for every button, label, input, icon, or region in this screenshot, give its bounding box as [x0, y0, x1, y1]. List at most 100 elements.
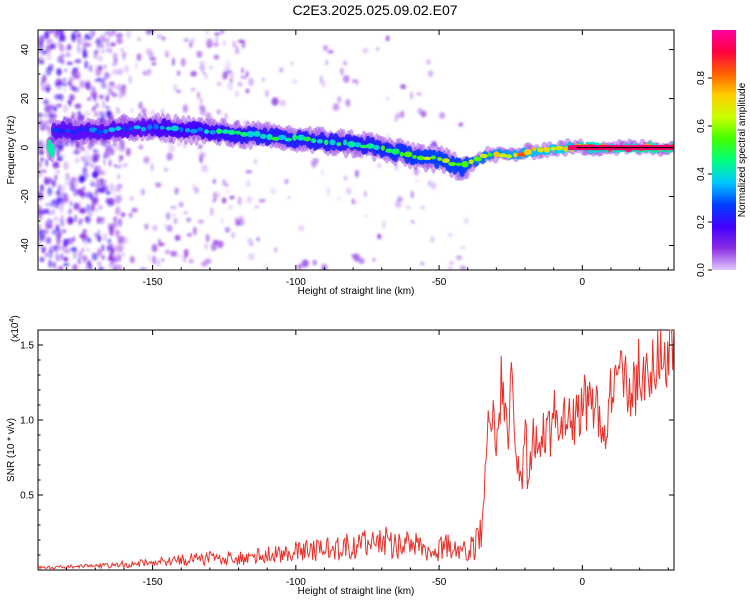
colorbar-ticks: 0.0 0.2 0.4 0.6 0.8 [696, 71, 712, 277]
spectrogram-noise-blob [151, 62, 157, 66]
spectrogram-noise-blob [344, 176, 347, 181]
spectrogram-noise-blob [439, 112, 446, 119]
spectrogram-noise-blob [75, 122, 79, 126]
colorbar-gradient [712, 30, 736, 270]
spectrogram-noise-blob [126, 30, 132, 39]
spectrogram-noise-blob [182, 254, 187, 263]
spectrogram-noise-blob [352, 79, 357, 83]
spectrogram-ridge-core [197, 127, 203, 132]
spectrogram-noise-blob [247, 238, 254, 244]
spectrogram-noise-blob [54, 174, 58, 181]
spectrogram-y-tick-label: 0 [20, 144, 31, 150]
spectrogram-ridge-core [253, 130, 261, 137]
spectrogram-noise-blob [160, 137, 164, 143]
spectrogram-noise-blob [41, 50, 48, 55]
spectrogram-ridge-core [316, 139, 323, 144]
spectrogram-noise-blob [386, 133, 389, 141]
spectrogram-noise-blob [365, 213, 368, 219]
spectrogram-noise-blob [68, 77, 73, 81]
spectrogram-noise-blob [60, 82, 68, 87]
spectrogram-noise-blob [219, 30, 225, 35]
spectrogram-noise-blob [163, 223, 167, 229]
spectrogram-y-tick-label: 20 [20, 93, 31, 105]
spectrogram-noise-blob [87, 211, 93, 217]
spectrogram-noise-blob [312, 260, 317, 266]
spectrogram-noise-blob [73, 178, 78, 187]
spectrogram-noise-blob [103, 159, 106, 166]
spectrogram-noise-blob [118, 235, 125, 243]
spectrogram-noise-blob [164, 50, 170, 58]
spectrogram-noise-blob [53, 246, 59, 253]
spectrogram-noise-blob [213, 179, 216, 184]
spectrogram-noise-blob [152, 255, 157, 265]
spectrogram-ridge-core [563, 146, 568, 152]
spectrogram-noise-blob [63, 78, 66, 82]
spectrogram-noise-blob [55, 78, 61, 83]
spectrogram-noise-blob [224, 59, 232, 68]
spectrogram-noise-blob [112, 263, 117, 270]
spectrogram-noise-blob [189, 38, 196, 44]
spectrogram-noise-blob [42, 58, 45, 66]
spectrogram-noise-blob [38, 216, 44, 220]
spectrogram-noise-blob [161, 258, 165, 262]
snr-x-axis-label: Height of straight line (km) [298, 586, 415, 597]
spectrogram-noise-blob [138, 144, 144, 150]
spectrogram-noise-blob [427, 70, 434, 78]
spectrogram-ridge-core [473, 156, 482, 162]
spectrogram-noise-blob [372, 258, 376, 262]
spectrogram-noise-blob [222, 72, 225, 76]
spectrogram-noise-blob [201, 261, 208, 267]
spectrogram-noise-blob [397, 196, 403, 202]
spectrogram-ridge-core [266, 133, 273, 141]
spectrogram-noise-blob [97, 55, 103, 62]
spectrogram-noise-blob [222, 197, 227, 204]
spectrogram-ridge-core [190, 128, 198, 134]
spectrogram-ridge-core [385, 148, 394, 153]
spectrogram-noise-blob [262, 77, 265, 82]
spectrogram-ridge-core [115, 126, 122, 131]
spectrogram-noise-blob [84, 266, 90, 270]
spectrogram-noise-blob [84, 240, 87, 247]
spectrogram-noise-blob [59, 245, 62, 251]
spectrogram-noise-blob [72, 263, 78, 270]
spectrogram-noise-blob [197, 144, 203, 150]
snr-y-tick-label: 0.5 [20, 491, 34, 502]
spectrogram-noise-blob [69, 218, 73, 223]
spectrogram-noise-blob [50, 30, 56, 33]
spectrogram-noise-blob [246, 196, 253, 204]
spectrogram-noise-blob [298, 225, 305, 232]
spectrogram-noise-blob [101, 49, 104, 54]
snr-panel: -150 -100 -50 0 0.5 1.0 1.5 Height of straigh… [6, 315, 675, 597]
spectrogram-ridge-core [498, 153, 508, 158]
spectrogram-noise-blob [74, 140, 80, 150]
spectrogram-noise-blob [63, 161, 69, 171]
spectrogram-noise-blob [237, 82, 243, 87]
spectrogram-y-tick-label: -20 [20, 189, 31, 204]
spectrogram-noise-blob [376, 47, 379, 51]
spectrogram-noise-blob [291, 61, 294, 66]
spectrogram-noise-blob [60, 253, 63, 259]
spectrogram-noise-blob [186, 217, 192, 222]
spectrogram-noise-blob [49, 119, 54, 125]
spectrogram-noise-blob [58, 34, 66, 42]
spectrogram-noise-blob [51, 199, 59, 205]
spectrogram-noise-blob [88, 30, 93, 36]
spectrogram-noise-blob [201, 164, 209, 173]
spectrogram-noise-blob [291, 79, 298, 84]
spectrogram-noise-blob [73, 251, 77, 260]
spectrogram-noise-blob [416, 92, 422, 96]
spectrogram-noise-blob [71, 111, 76, 120]
spectrogram-noise-blob [64, 87, 67, 93]
spectrogram-noise-blob [258, 199, 266, 203]
spectrogram-noise-blob [174, 187, 180, 195]
spectrogram-noise-blob [115, 33, 123, 38]
spectrogram-noise-blob [176, 142, 182, 147]
spectrogram-ridge-core [506, 154, 512, 159]
spectrogram-ridge-core [324, 139, 329, 146]
spectrogram-noise-blob [270, 187, 277, 195]
snr-x-ticks: -150 -100 -50 0 [37, 330, 669, 588]
spectrogram-ridge-core [513, 152, 518, 158]
spectrogram-noise-blob [128, 212, 133, 218]
spectrogram-noise-blob [200, 105, 205, 113]
